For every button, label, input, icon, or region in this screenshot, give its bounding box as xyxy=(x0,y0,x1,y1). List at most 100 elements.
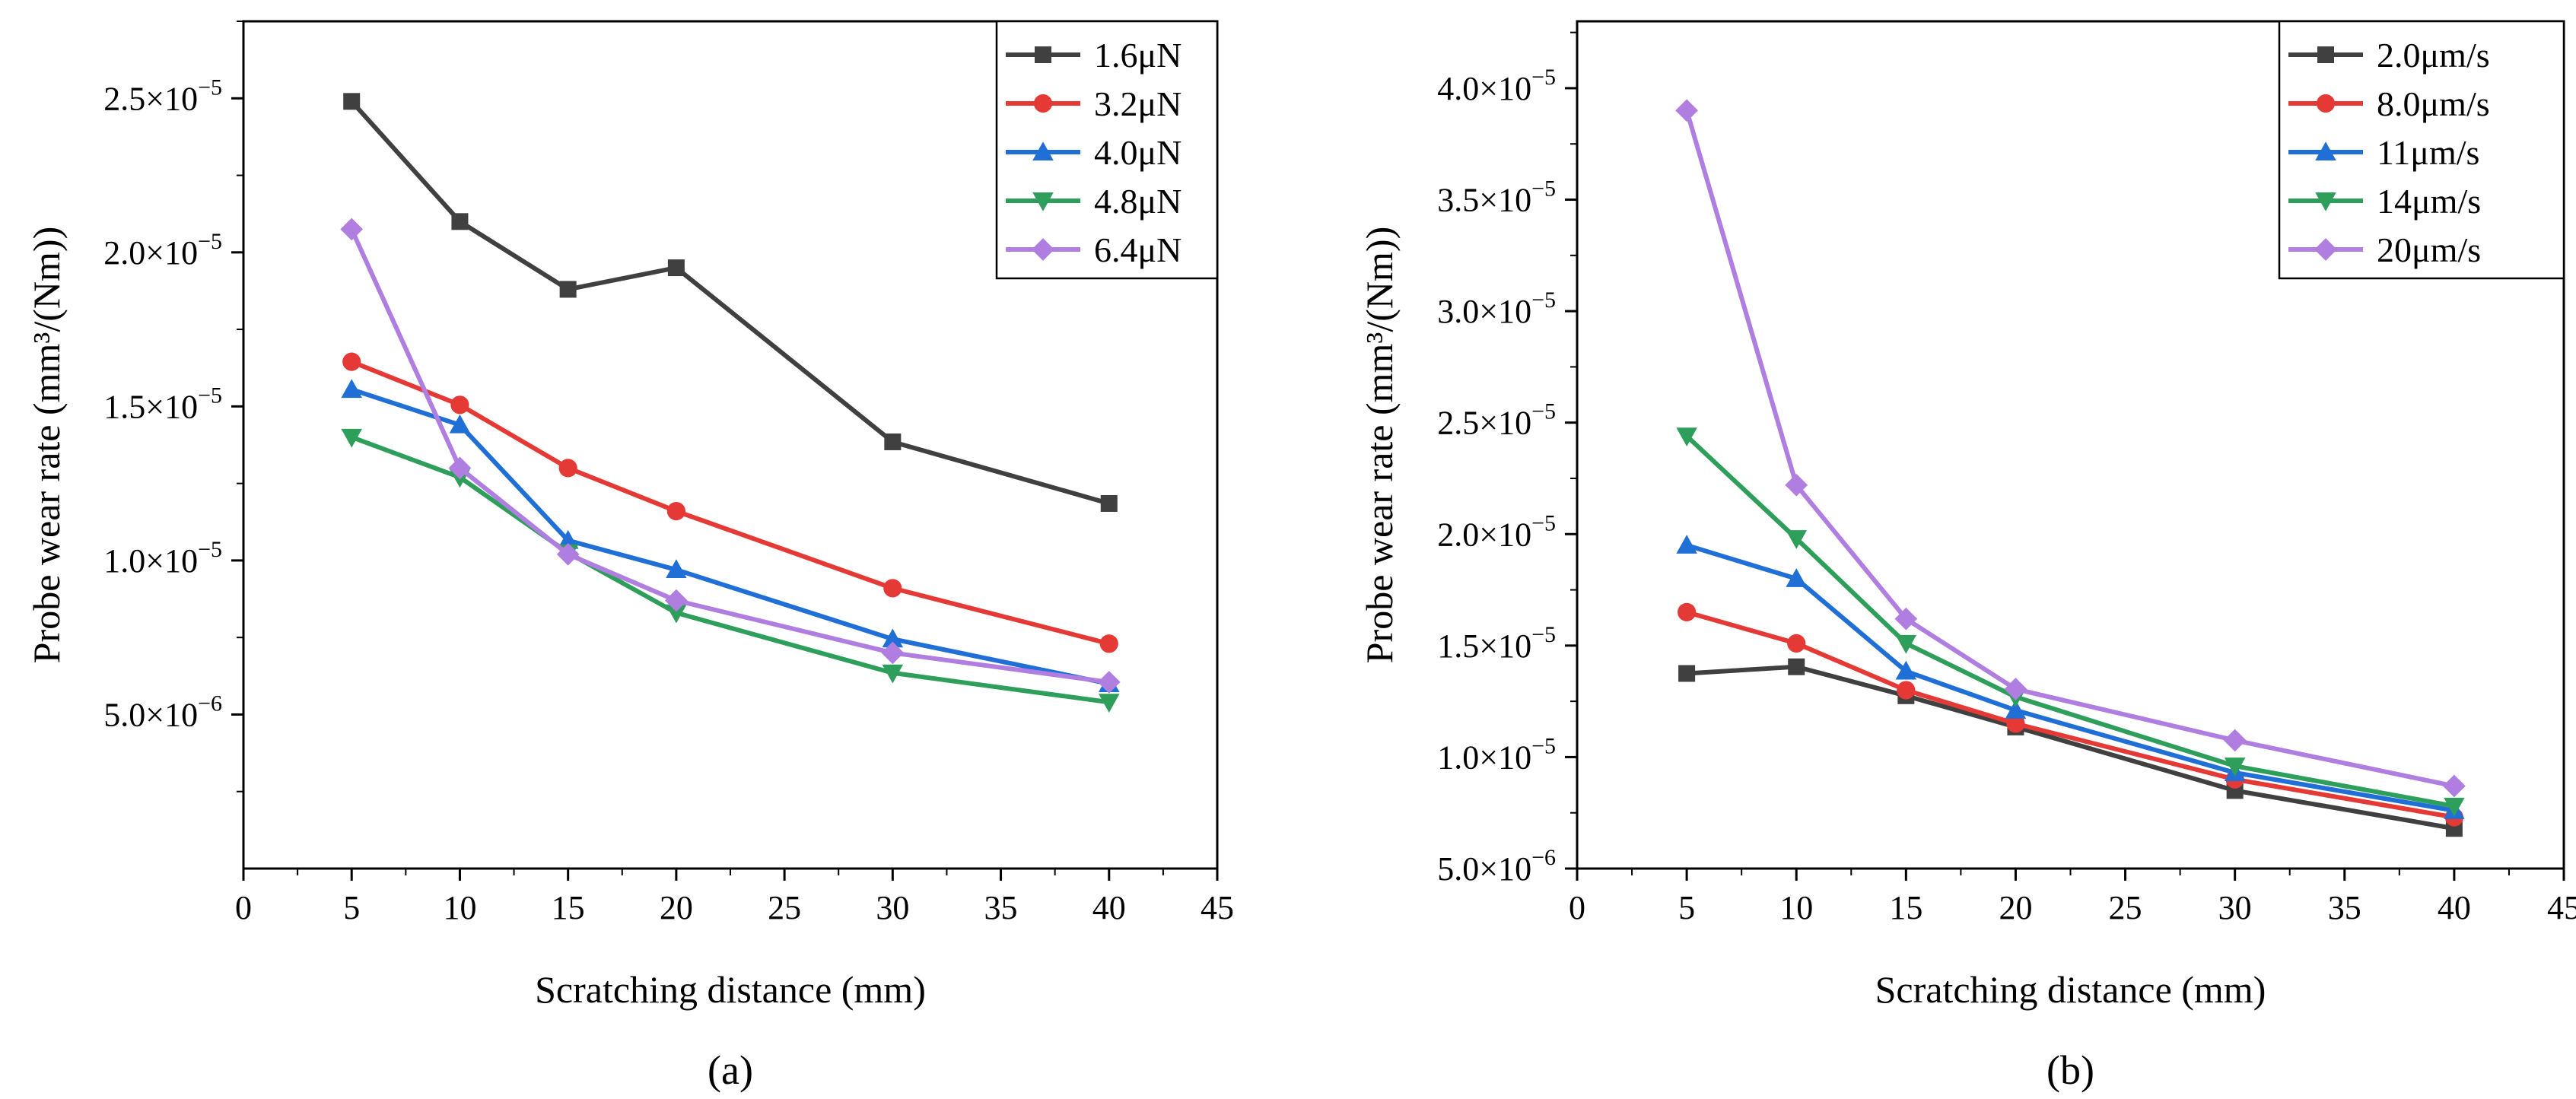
legend-marker xyxy=(1033,94,1053,113)
data-point xyxy=(1678,665,1696,682)
data-point xyxy=(341,379,362,399)
data-point xyxy=(1894,607,1918,630)
series-line xyxy=(1684,110,2455,789)
data-point xyxy=(343,93,361,110)
legend-label: 6.4μN xyxy=(1094,230,1181,269)
x-tick-label: 15 xyxy=(552,889,585,926)
legend-marker xyxy=(1032,141,1054,160)
data-point xyxy=(1675,99,1698,122)
x-tick-label: 5 xyxy=(1678,889,1695,926)
series-line xyxy=(1685,434,2455,808)
legend-label: 11μm/s xyxy=(2377,133,2479,172)
data-point xyxy=(667,259,685,277)
data-point xyxy=(340,218,364,241)
series-line xyxy=(1686,664,2455,831)
x-tick-label: 35 xyxy=(984,889,1018,926)
series-line xyxy=(1686,609,2455,820)
legend-marker xyxy=(2315,192,2336,211)
data-point xyxy=(884,433,902,450)
data-point xyxy=(449,414,471,434)
data-point xyxy=(2443,774,2466,798)
series-3.2μN xyxy=(342,352,1118,653)
legend-label: 2.0μm/s xyxy=(2377,36,2490,75)
data-point xyxy=(342,352,361,371)
data-point xyxy=(1676,427,1697,447)
y-tick-label: 5.0×10−6 xyxy=(1437,845,1556,888)
data-point xyxy=(1785,473,1808,497)
data-point xyxy=(881,641,905,665)
y-tick-label: 2.0×10−5 xyxy=(1437,510,1556,553)
legend-marker xyxy=(2314,238,2337,261)
data-point xyxy=(665,589,688,612)
x-tick-label: 30 xyxy=(2218,889,2252,926)
series-line xyxy=(349,228,1110,684)
x-tick-label: 30 xyxy=(876,889,909,926)
data-point xyxy=(1787,634,1806,653)
y-tick-label: 5.0×10−6 xyxy=(103,691,222,733)
x-tick-label: 20 xyxy=(660,889,693,926)
data-point xyxy=(1788,658,1805,675)
y-tick-label: 2.5×10−5 xyxy=(1437,399,1556,442)
y-tick-label: 2.0×10−5 xyxy=(103,229,222,272)
y-tick-label: 3.0×10−5 xyxy=(1437,287,1556,330)
chart-panel-b: 0 5 10 15 20 25 30 35 40 45 5.0×10−6 1.0×10−5 1.5×10… xyxy=(1358,20,2576,1093)
y-tick-label: 4.0×10−5 xyxy=(1437,65,1556,107)
data-point xyxy=(666,501,685,521)
data-point xyxy=(1786,568,1807,587)
data-point xyxy=(1678,602,1697,621)
series-6.4μN xyxy=(340,218,1121,694)
y-tick-label: 2.5×10−5 xyxy=(103,75,222,117)
data-point xyxy=(448,456,472,480)
data-point xyxy=(451,213,469,230)
x-tick-label: 25 xyxy=(2109,889,2142,926)
panel-label: (b) xyxy=(2046,1047,2094,1093)
x-tick-label: 20 xyxy=(1999,889,2032,926)
y-tick-label: 3.5×10−5 xyxy=(1437,176,1556,219)
y-tick-label: 1.0×10−5 xyxy=(1437,733,1556,776)
x-tick-label: 35 xyxy=(2328,889,2361,926)
legend-marker xyxy=(1032,238,1054,261)
x-tick-label: 40 xyxy=(2438,889,2471,926)
y-tick-label: 1.5×10−5 xyxy=(1437,622,1556,665)
data-point xyxy=(341,428,362,448)
legend-label: 4.0μN xyxy=(1094,133,1181,172)
data-point xyxy=(666,559,687,579)
data-point xyxy=(1099,694,1120,713)
panel-label: (a) xyxy=(708,1047,753,1093)
data-point xyxy=(2444,797,2465,817)
x-axis-title: Scratching distance (mm) xyxy=(1875,968,2266,1011)
data-point xyxy=(558,459,577,478)
x-tick-label: 40 xyxy=(1092,889,1126,926)
data-point xyxy=(1786,530,1807,549)
x-tick-label: 0 xyxy=(235,889,252,926)
data-point xyxy=(2224,758,2246,777)
x-axis-title: Scratching distance (mm) xyxy=(535,968,926,1011)
series-20μm/s xyxy=(1675,99,2466,798)
series-11μm/s xyxy=(1676,535,2465,819)
legend-label: 8.0μm/s xyxy=(2377,84,2490,123)
legend-label: 14μm/s xyxy=(2377,182,2481,221)
series-line xyxy=(351,359,1110,646)
data-point xyxy=(1100,494,1118,512)
series-line xyxy=(351,387,1110,686)
data-point xyxy=(882,628,904,648)
data-point xyxy=(1676,535,1697,554)
series-1.6μN xyxy=(343,93,1118,512)
data-point xyxy=(1099,634,1118,653)
series-line xyxy=(1686,543,2455,813)
data-point xyxy=(1895,634,1917,654)
legend-label: 1.6μN xyxy=(1094,36,1181,75)
data-point xyxy=(1097,671,1121,694)
legend-marker xyxy=(1035,46,1051,63)
data-point xyxy=(882,664,904,684)
legend-marker xyxy=(1032,192,1054,211)
legend-label: 3.2μN xyxy=(1094,84,1181,123)
legend-label: 20μm/s xyxy=(2377,230,2481,269)
y-axis-title: Probe wear rate (mm³/(Nm)) xyxy=(25,227,68,664)
data-point xyxy=(2004,678,2027,700)
x-tick-label: 0 xyxy=(1569,889,1585,926)
series-2.0μm/s xyxy=(1678,658,2463,837)
data-point xyxy=(2005,700,2027,719)
data-point xyxy=(2223,729,2247,752)
